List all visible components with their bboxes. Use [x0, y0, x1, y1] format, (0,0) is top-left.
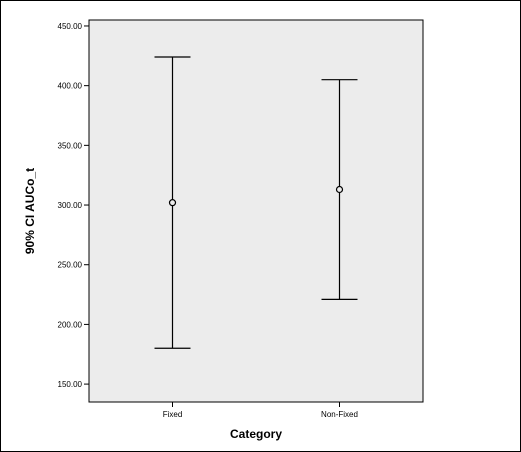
y-tick-label: 200.00: [58, 320, 83, 329]
y-tick-label: 250.00: [58, 261, 83, 270]
y-tick-label: 150.00: [58, 380, 83, 389]
x-axis-title: Category: [230, 427, 282, 441]
y-tick-label: 400.00: [58, 82, 83, 91]
y-axis: 150.00 200.00 250.00 300.00 350.00 400.00 450.…: [58, 22, 89, 389]
x-tick-label: Fixed: [163, 410, 183, 419]
x-axis: Fixed Non-Fixed: [163, 402, 358, 419]
plot-area: [88, 19, 424, 403]
error-bar: [321, 79, 358, 300]
error-bar: [154, 56, 191, 349]
y-axis-title: 90% CI AUCo_t: [23, 168, 37, 254]
mean-point: [168, 199, 177, 207]
y-tick-label: 450.00: [58, 22, 83, 31]
y-tick-label: 350.00: [58, 141, 83, 150]
mean-point: [335, 185, 344, 194]
x-tick-label: Non-Fixed: [321, 410, 358, 419]
error-bars: [154, 56, 358, 349]
y-tick-label: 300.00: [58, 201, 83, 210]
